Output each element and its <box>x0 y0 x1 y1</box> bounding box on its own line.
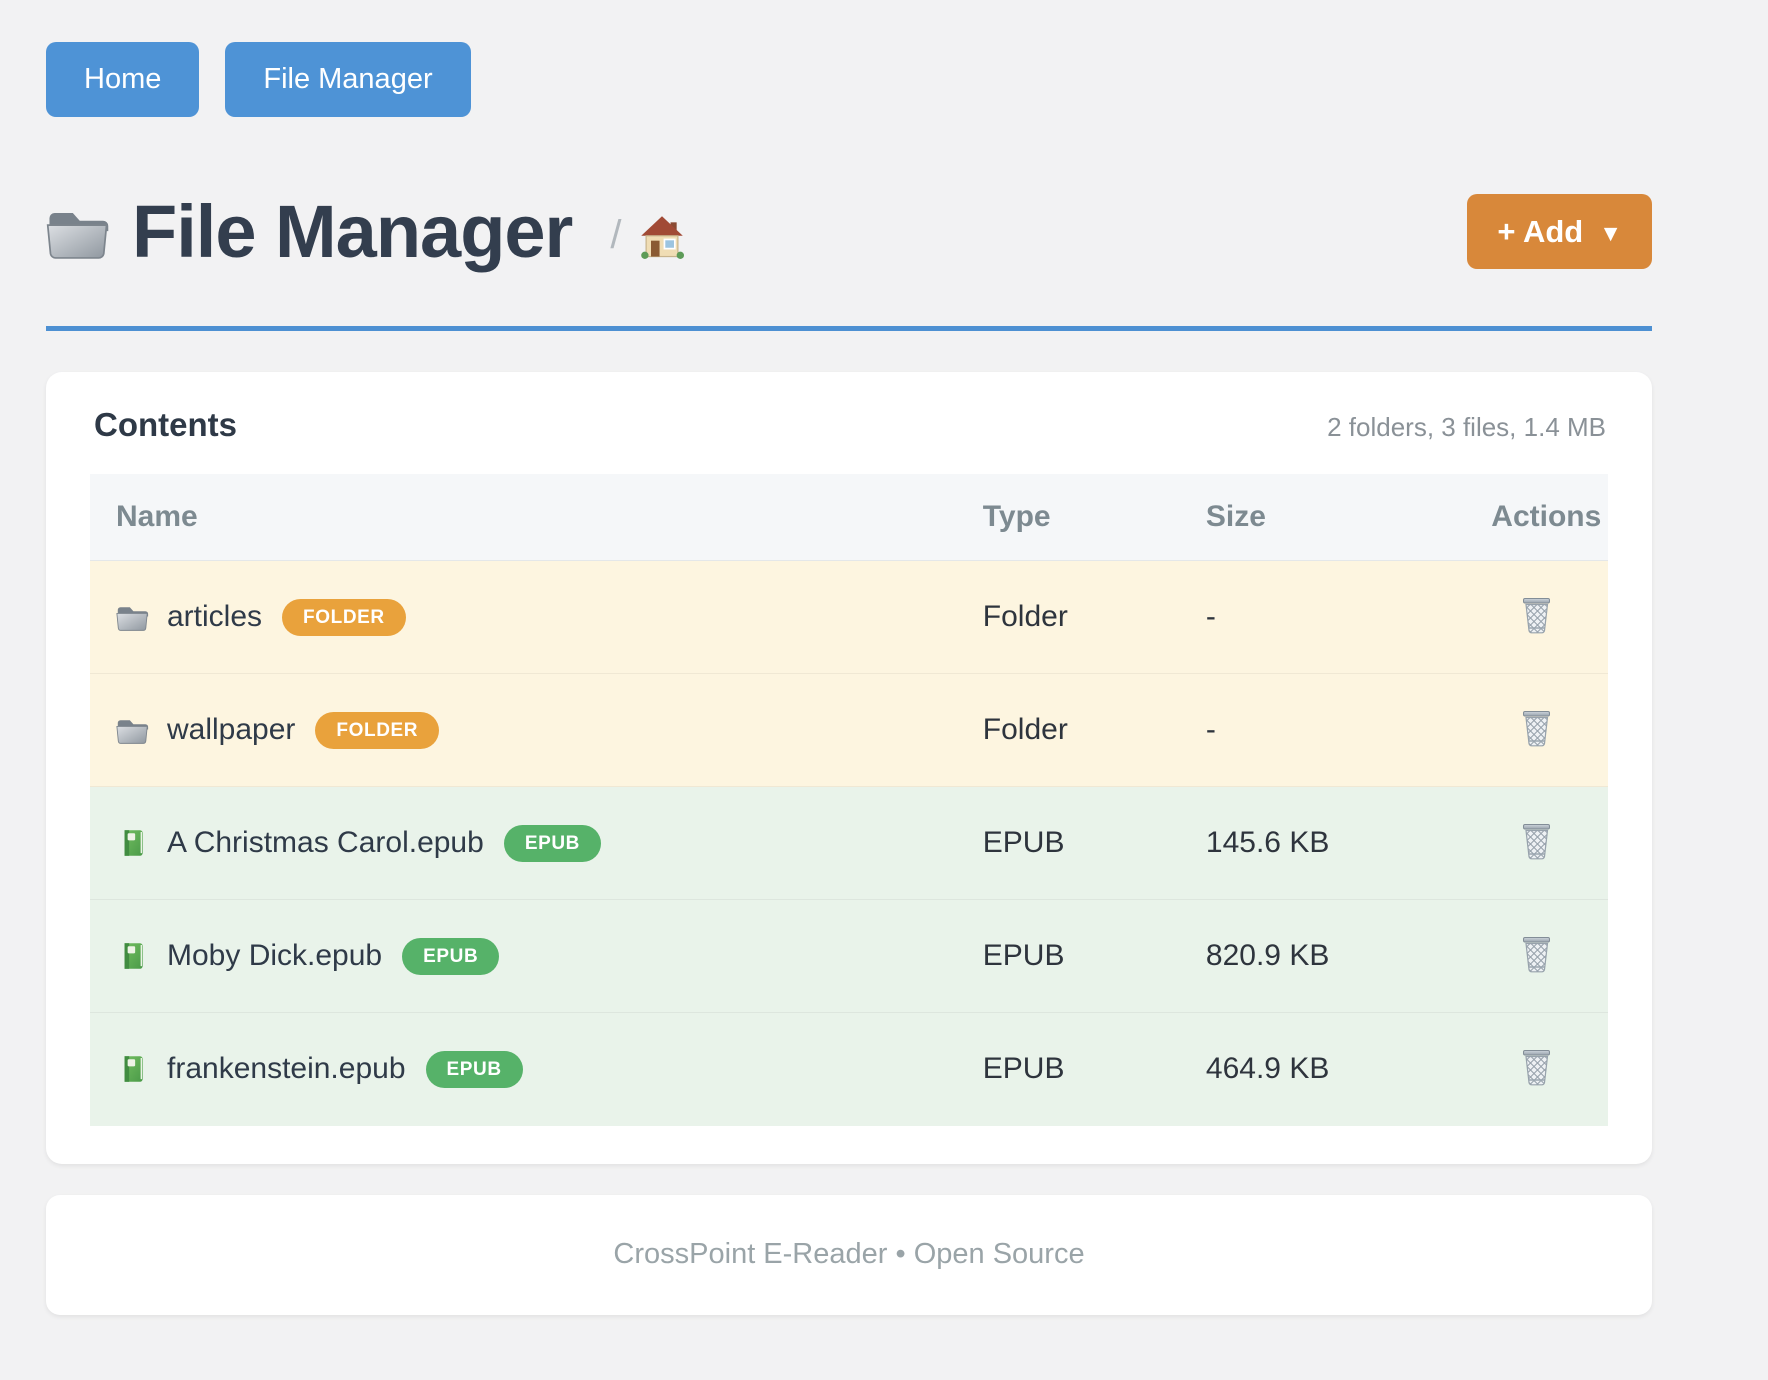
footer-card: CrossPoint E-Reader • Open Source <box>46 1194 1652 1315</box>
caret-down-icon: ▼ <box>1599 219 1622 246</box>
file-type-badge: EPUB <box>503 824 602 862</box>
file-size: 145.6 KB <box>1179 786 1466 900</box>
green-book-icon <box>116 941 149 971</box>
folder-icon <box>116 602 149 632</box>
file-type-badge: FOLDER <box>315 711 440 749</box>
table-row[interactable]: articles FOLDER Folder - <box>90 560 1608 674</box>
table-header-row: Name Type Size Actions <box>90 474 1608 561</box>
table-row[interactable]: frankenstein.epub EPUB EPUB 464.9 KB <box>90 1012 1608 1126</box>
file-type: EPUB <box>956 786 1180 900</box>
file-size: 820.9 KB <box>1179 899 1466 1013</box>
page-title: File Manager <box>132 190 573 273</box>
nav-home-button[interactable]: Home <box>46 42 200 117</box>
green-book-icon <box>116 828 149 858</box>
delete-button[interactable] <box>1514 819 1559 864</box>
file-type-badge: EPUB <box>425 1050 523 1088</box>
table-row[interactable]: wallpaper FOLDER Folder - <box>90 673 1608 787</box>
delete-button[interactable] <box>1514 1045 1559 1090</box>
add-button-label: + Add <box>1497 213 1584 249</box>
file-type: EPUB <box>956 899 1180 1013</box>
file-type: Folder <box>956 560 1180 674</box>
delete-button[interactable] <box>1514 593 1559 638</box>
file-type: Folder <box>956 673 1180 787</box>
file-manager-page: Home File Manager File Manager / + Add ▼… <box>46 0 1652 1315</box>
trash-icon <box>1522 936 1551 973</box>
file-name-link[interactable]: A Christmas Carol.epub <box>167 826 484 859</box>
column-header-actions: Actions <box>1465 474 1608 561</box>
home-breadcrumb-icon[interactable] <box>639 214 686 260</box>
file-name-link[interactable]: articles <box>167 600 263 633</box>
trash-icon <box>1522 823 1551 860</box>
file-table: Name Type Size Actions articles FOLDER F… <box>90 474 1608 1126</box>
file-size: - <box>1179 560 1466 674</box>
top-nav: Home File Manager <box>46 0 1652 117</box>
file-size: - <box>1179 673 1466 787</box>
file-type: EPUB <box>956 1012 1180 1126</box>
contents-card: Contents 2 folders, 3 files, 1.4 MB Name… <box>46 372 1652 1164</box>
folder-icon <box>116 715 149 745</box>
contents-summary: 2 folders, 3 files, 1.4 MB <box>1327 412 1606 442</box>
table-row[interactable]: A Christmas Carol.epub EPUB EPUB 145.6 K… <box>90 786 1608 900</box>
column-header-name: Name <box>90 474 957 561</box>
green-book-icon <box>116 1054 149 1084</box>
breadcrumb-separator: / <box>610 213 622 257</box>
trash-icon <box>1522 597 1551 634</box>
delete-button[interactable] <box>1514 706 1559 751</box>
file-type-badge: EPUB <box>402 937 500 975</box>
page-header: File Manager / + Add ▼ <box>46 189 1652 274</box>
file-size: 464.9 KB <box>1179 1012 1466 1126</box>
folder-icon <box>46 203 110 261</box>
file-name-link[interactable]: frankenstein.epub <box>167 1052 406 1086</box>
file-table-body: articles FOLDER Folder - wallpaper FOLDE… <box>90 560 1608 1126</box>
delete-button[interactable] <box>1514 932 1559 977</box>
footer-text: CrossPoint E-Reader • Open Source <box>613 1238 1085 1270</box>
column-header-type: Type <box>956 474 1180 561</box>
title-group: File Manager / <box>46 189 686 274</box>
header-divider <box>46 326 1652 331</box>
file-name-link[interactable]: Moby Dick.epub <box>167 939 383 972</box>
contents-title: Contents <box>94 406 237 443</box>
trash-icon <box>1522 710 1551 747</box>
column-header-size: Size <box>1179 474 1466 561</box>
nav-file-manager-button[interactable]: File Manager <box>225 42 471 117</box>
contents-card-header: Contents 2 folders, 3 files, 1.4 MB <box>90 406 1608 444</box>
file-type-badge: FOLDER <box>282 598 406 636</box>
add-button[interactable]: + Add ▼ <box>1467 194 1652 269</box>
file-name-link[interactable]: wallpaper <box>167 713 296 746</box>
table-row[interactable]: Moby Dick.epub EPUB EPUB 820.9 KB <box>90 899 1608 1013</box>
trash-icon <box>1522 1049 1551 1086</box>
